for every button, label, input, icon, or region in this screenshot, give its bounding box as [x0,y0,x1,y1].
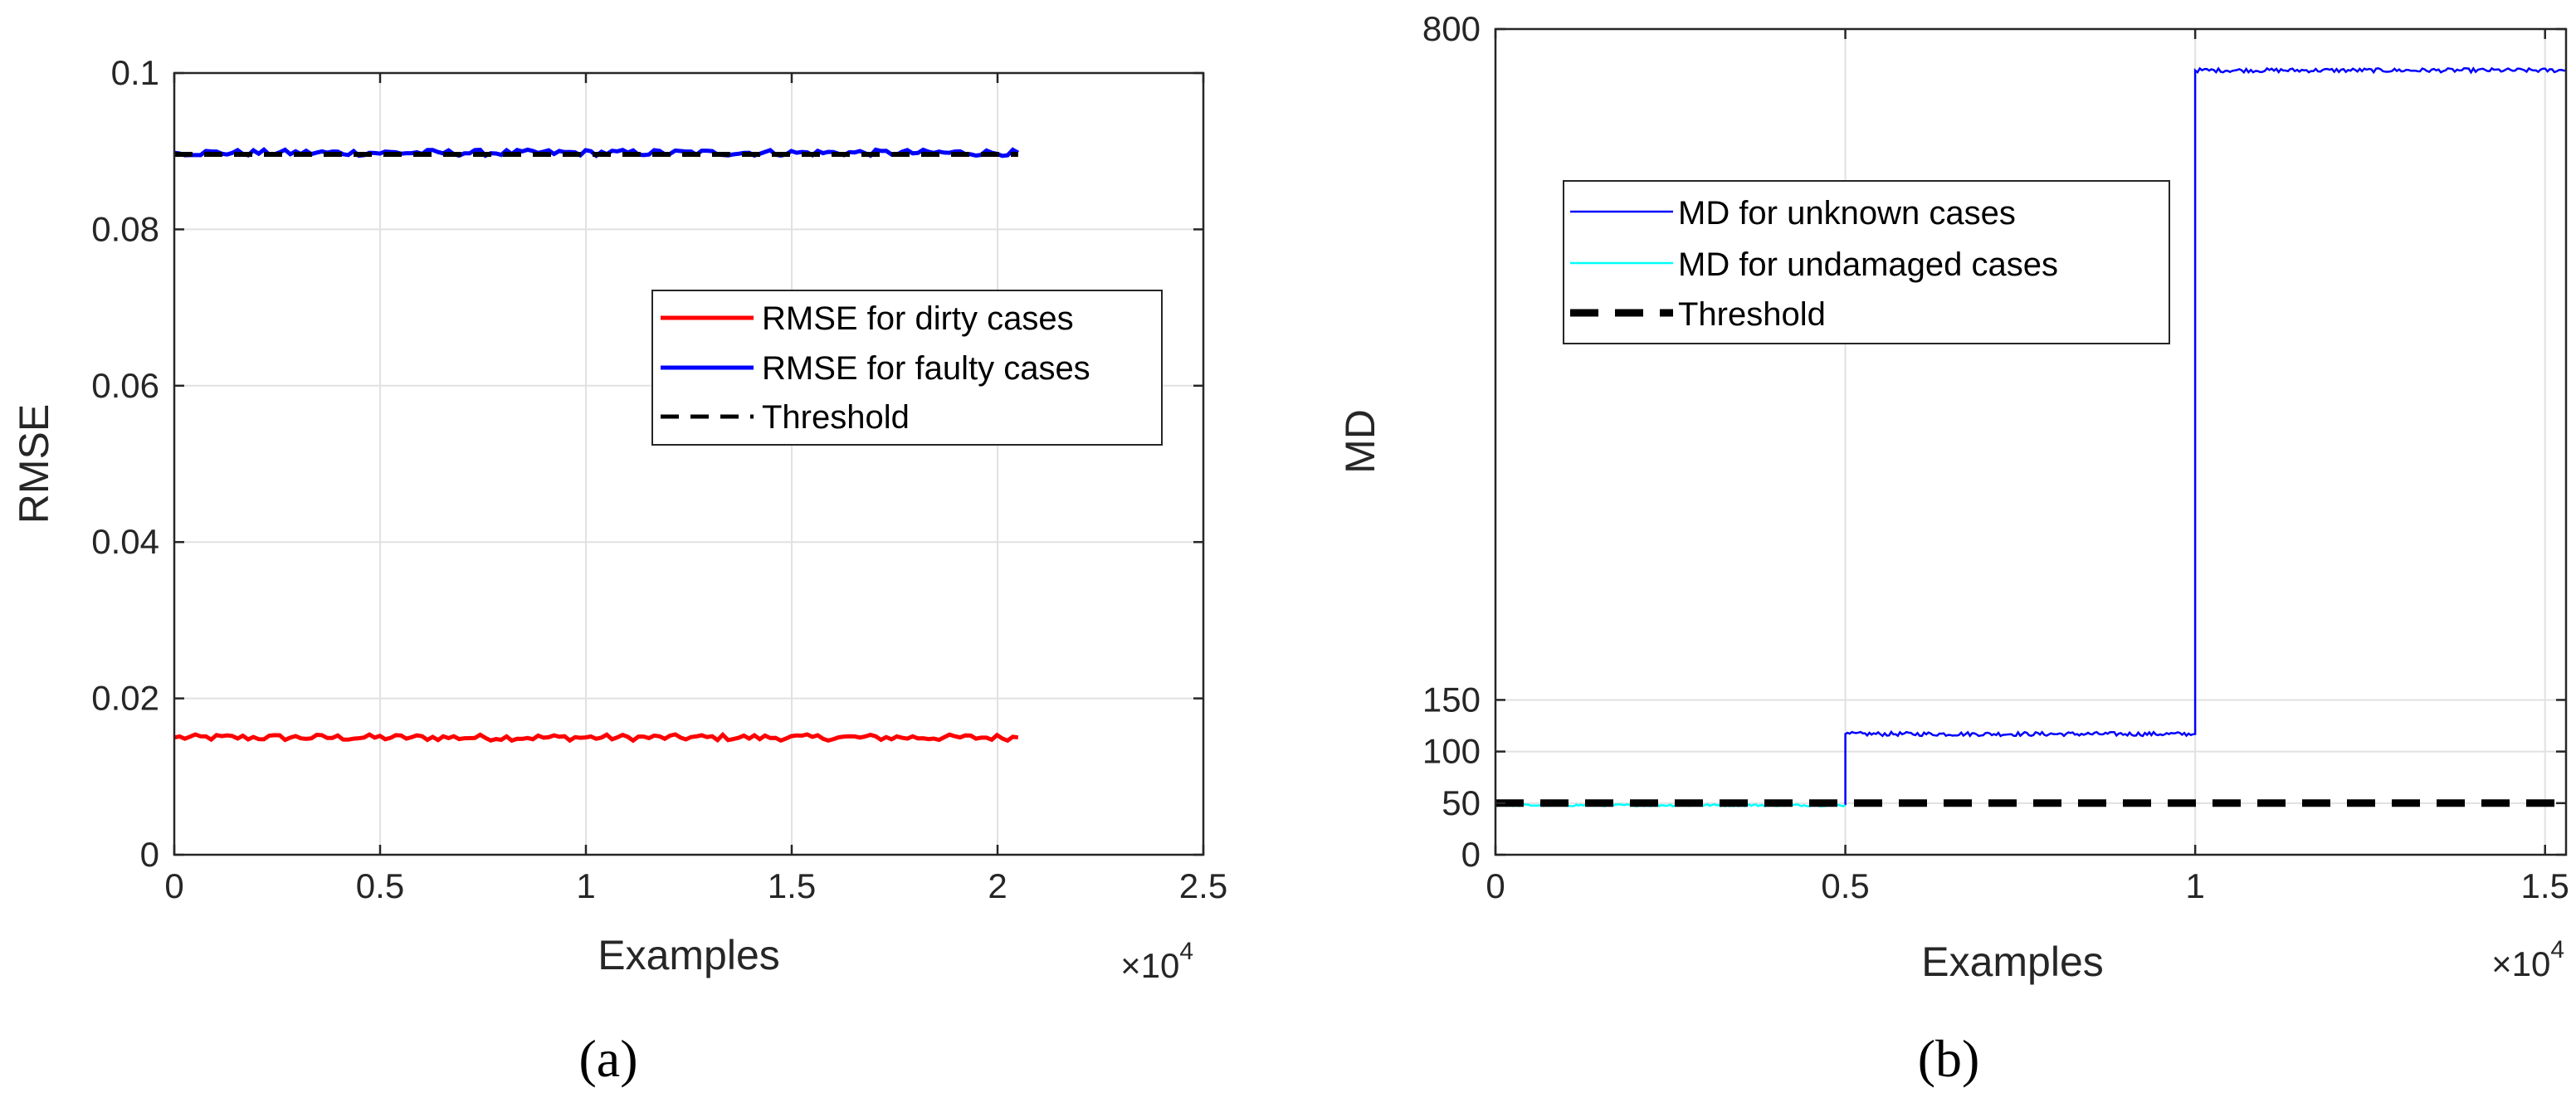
panel-a-ticks: 0 0.5 1 1.5 2 2.5 0 0.02 0.04 0.06 0.08 0.1 [91,53,1227,905]
panel-b-axes-frame [1494,27,2568,856]
y-tick-label: 0.02 [91,679,159,718]
x-tick-label: 2.5 [1179,866,1227,905]
y-tick-label: 800 [1422,9,1481,48]
x-tick-label: 0.5 [356,866,404,905]
y-tick-label: 150 [1422,680,1481,719]
panel-a-x-exponent: ×104 [1120,938,1193,985]
panel-b-ylabel: MD [1337,409,1383,474]
panel-b-exponent-power: 4 [2550,936,2564,963]
panel-b-exponent-base: ×10 [2491,944,2550,983]
y-tick-label: 0.08 [91,209,159,248]
panel-b-legend: MD for unknown cases MD for undamaged ca… [1563,180,2170,344]
panel-b-x-exponent: ×104 [2491,936,2564,983]
x-tick-label: 0.5 [1821,866,1869,905]
panel-b-caption: (b) [1918,1029,1980,1088]
y-tick-label: 100 [1422,732,1481,771]
legend-label-threshold-a: Threshold [762,399,910,436]
panel-a-axes-frame [173,71,1205,856]
legend-label-faulty: RMSE for faulty cases [762,350,1090,387]
legend-label-dirty: RMSE for dirty cases [762,300,1074,337]
panel-a-series [173,147,1020,744]
panel-a-xlabel: Examples [598,932,780,978]
y-tick-label: 0.1 [111,53,159,92]
x-tick-label: 0 [1486,866,1505,905]
y-tick-label: 0.06 [91,366,159,405]
x-tick-label: 1.5 [2521,866,2569,905]
panel-b-xlabel: Examples [1921,939,2104,985]
x-tick-label: 2 [988,866,1007,905]
panel-b-ticks: 0 0.5 1 1.5 0 50 100 150 800 [1422,9,2569,905]
panel-b-series [1495,66,2567,807]
x-tick-label: 1.5 [768,866,816,905]
legend-label-unknown: MD for unknown cases [1678,195,2016,232]
panel-b-plot-area [1495,29,2566,855]
x-tick-label: 0 [164,866,183,905]
x-tick-label: 1 [2185,866,2204,905]
y-tick-label: 0 [1461,835,1481,874]
legend-label-undamaged: MD for undamaged cases [1678,246,2058,283]
panel-a-ylabel: RMSE [11,404,57,524]
y-tick-label: 0.04 [91,522,159,561]
panel-a-rmse-chart: 0 0.5 1 1.5 2 2.5 0 0.02 0.04 0.06 0.08 0.1 Example… [11,53,1227,1088]
panel-a-exponent-power: 4 [1179,938,1193,965]
x-tick-label: 1 [576,866,595,905]
panel-a-caption: (a) [578,1029,637,1088]
panel-a-legend: RMSE for dirty cases RMSE for faulty cas… [651,290,1163,446]
legend-label-threshold-b: Threshold [1678,296,1826,333]
panel-b-md-chart: 0 0.5 1 1.5 0 50 100 150 800 Examples MD ×104 MD… [1337,9,2569,1088]
y-tick-label: 0 [140,835,159,874]
series-line-rmse-for-dirty-cases [173,731,1019,744]
panel-a-plot-area [174,73,1203,855]
series-line-md-for-unknown-cases [1844,66,2567,806]
panel-a-exponent-base: ×10 [1120,946,1179,985]
y-tick-label: 50 [1442,783,1481,822]
